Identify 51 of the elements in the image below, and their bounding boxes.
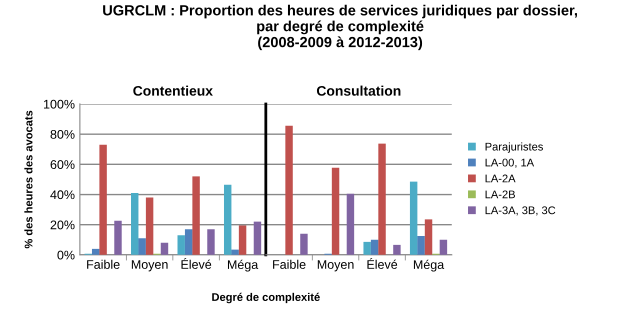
bar	[207, 229, 215, 255]
bar	[131, 193, 138, 255]
x-tick-label: Faible	[87, 260, 120, 269]
bar	[238, 225, 246, 255]
y-axis-title: % des heures des avocats	[24, 110, 33, 248]
legend-label: LA-2A	[486, 174, 516, 182]
x-tick-label: Méga	[228, 260, 258, 272]
bar	[410, 182, 418, 255]
bar	[370, 240, 378, 255]
bar	[254, 222, 262, 255]
bar	[177, 235, 185, 255]
x-tick-label: Méga	[414, 260, 444, 272]
bar	[224, 184, 232, 255]
y-tick-label: 80%	[50, 130, 75, 139]
bar	[160, 242, 168, 255]
y-tick-label: 40%	[50, 190, 75, 200]
legend-label: LA-3A, 3B, 3C	[486, 206, 556, 216]
bar	[417, 236, 425, 255]
bar	[138, 238, 146, 255]
x-tick-label: Élevé	[367, 258, 398, 269]
bar	[99, 144, 107, 255]
bar	[346, 194, 354, 255]
chart-subtitle: Consultation	[316, 86, 400, 96]
x-tick-label: Faible	[273, 260, 306, 269]
bar	[146, 198, 154, 255]
bar	[393, 244, 401, 255]
bar	[424, 219, 432, 255]
bar	[92, 248, 100, 255]
bar	[114, 220, 122, 255]
y-tick-label: 100%	[44, 100, 75, 109]
x-tick-label: Moyen	[318, 260, 354, 272]
y-tick-label: 60%	[50, 160, 75, 169]
y-tick-label: 20%	[50, 220, 75, 230]
text: UGRCLM : Proportion des heures de services juridiques par dossier, par degré de complexité (2008-2009 à 2012-2013)	[103, 4, 577, 50]
bar	[231, 250, 239, 255]
x-axis-title: Degré de complexité	[212, 292, 320, 304]
x-tick-label: Moyen	[132, 260, 168, 272]
bar	[285, 126, 293, 255]
chart-subtitle: Contentieux	[133, 86, 213, 96]
y-tick-label: 0%	[57, 250, 75, 260]
bar	[332, 168, 340, 255]
x-tick-label: Élevé	[181, 258, 212, 269]
bar	[300, 234, 308, 255]
bar	[184, 229, 192, 255]
legend-label: Parajuristes	[486, 142, 543, 153]
bar	[363, 242, 371, 255]
legend-label: LA-2B	[486, 190, 515, 198]
legend-label: LA-00, 1A	[486, 158, 534, 168]
bar	[378, 144, 386, 255]
bar	[192, 176, 200, 255]
bar	[440, 240, 448, 255]
